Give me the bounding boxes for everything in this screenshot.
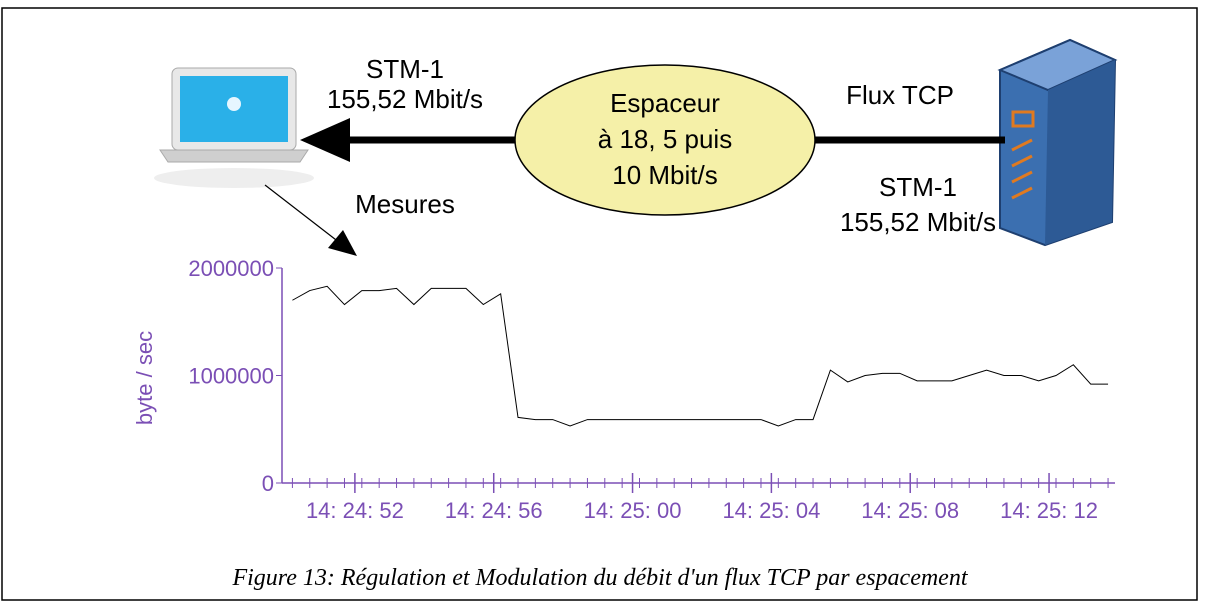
x-tick-label: 14: 25: 12 [1000, 498, 1098, 523]
measures-label: Mesures [355, 189, 455, 219]
arrow-head [300, 118, 350, 162]
y-tick-label: 2000000 [188, 256, 274, 281]
data-line [292, 286, 1108, 426]
y-axis-label: byte / sec [132, 331, 157, 425]
x-tick-label: 14: 25: 00 [584, 498, 682, 523]
node-label: à 18, 5 puis [598, 124, 732, 154]
link-label: 155,52 Mbit/s [327, 84, 483, 114]
figure: STM-1 155,52 Mbit/s Espaceur à 18, 5 pui… [0, 0, 1205, 607]
x-tick-label: 14: 25: 08 [861, 498, 959, 523]
caption: Figure 13: Régulation et Modulation du d… [231, 565, 968, 591]
arrow-head [328, 230, 357, 256]
y-tick-label: 1000000 [188, 364, 274, 389]
laptop-icon [154, 68, 314, 188]
x-tick-label: 14: 25: 04 [722, 498, 820, 523]
link-label: 155,52 Mbit/s [840, 207, 996, 237]
y-tick-label: 0 [262, 471, 274, 496]
x-tick-label: 14: 24: 56 [445, 498, 543, 523]
flow-label: Flux TCP [846, 80, 954, 110]
measure-arrow [265, 185, 340, 243]
link-label: STM-1 [366, 54, 444, 84]
link-label: STM-1 [879, 172, 957, 202]
node-label: Espaceur [610, 88, 720, 118]
server-icon [1000, 40, 1115, 245]
x-tick-label: 14: 24: 52 [306, 498, 404, 523]
page: STM-1 155,52 Mbit/s Espaceur à 18, 5 pui… [0, 0, 1205, 607]
node-label: 10 Mbit/s [612, 160, 718, 190]
